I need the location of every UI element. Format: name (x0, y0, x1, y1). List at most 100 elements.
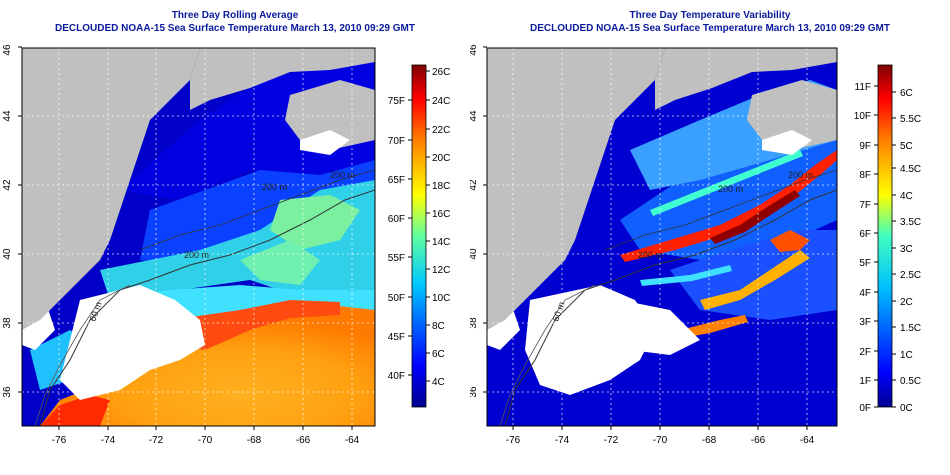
colorbar-label: 2.5C (900, 270, 921, 281)
lon-tick-label: -64 (800, 435, 815, 446)
right-lon-axis: -76 -74 -72 -70 -68 -66 -64 (506, 426, 815, 446)
colorbar-label: 16C (432, 209, 450, 220)
colorbar-label: 50F (388, 293, 405, 304)
right-lat-axis: 36 38 40 42 44 46 (470, 44, 487, 398)
colorbar-label: 6F (859, 229, 871, 240)
lon-tick-label: -70 (198, 435, 213, 446)
right-colorbar (877, 64, 893, 408)
right-contour-label: 200 m (718, 184, 743, 194)
colorbar-label: 6C (900, 88, 913, 99)
lon-tick-label: -74 (555, 435, 570, 446)
lon-tick-label: -66 (296, 435, 311, 446)
colorbar-label: 3.5C (900, 217, 921, 228)
right-map-panel: Three Day Temperature Variability DECLOU… (470, 0, 950, 475)
colorbar-label: 1.5C (900, 323, 921, 334)
left-map-svg: 200 m 200 m 200 m 60 m -76 -74 -72 -70 -… (2, 44, 450, 446)
colorbar-label: 45F (388, 332, 405, 343)
lat-tick-label: 44 (2, 110, 13, 122)
colorbar-label: 18C (432, 181, 450, 192)
colorbar-label: 2F (859, 347, 871, 358)
left-map-subtitle: DECLOUDED NOAA-15 Sea Surface Temperatur… (55, 23, 415, 34)
lat-tick-label: 40 (470, 248, 479, 260)
lon-tick-label: -76 (506, 435, 521, 446)
colorbar-label: 3F (859, 317, 871, 328)
left-colorbar-celsius: 4C 6C 8C 10C 12C 14C 16C 18C 20C 22C 24C… (426, 67, 450, 388)
lat-tick-label: 46 (470, 44, 479, 56)
colorbar-label: 24C (432, 96, 450, 107)
colorbar-label: 1C (900, 350, 913, 361)
lat-tick-label: 46 (2, 44, 13, 56)
left-contour-label: 200 m (184, 250, 209, 260)
colorbar-label: 2C (900, 297, 913, 308)
colorbar-label: 55F (388, 253, 405, 264)
colorbar-label: 7F (859, 200, 871, 211)
colorbar-label: 75F (388, 96, 405, 107)
colorbar-label: 8F (859, 170, 871, 181)
left-contour-label: 200 m (330, 170, 355, 180)
colorbar-label: 1F (859, 376, 871, 387)
colorbar-label: 4F (859, 288, 871, 299)
colorbar-label: 22C (432, 125, 450, 136)
lat-tick-label: 36 (2, 386, 13, 398)
colorbar-label: 70F (388, 136, 405, 147)
lat-tick-label: 38 (2, 317, 13, 329)
lon-tick-label: -64 (345, 435, 360, 446)
colorbar-label: 10F (854, 111, 871, 122)
lat-tick-label: 40 (2, 248, 13, 260)
colorbar-label: 5C (900, 141, 913, 152)
lat-tick-label: 44 (470, 110, 479, 122)
colorbar-label: 12C (432, 265, 450, 276)
left-map-title: Three Day Rolling Average (171, 10, 299, 21)
right-colorbar-fahrenheit: 0F 1F 2F 3F 4F 5F 6F 7F 8F 9F 10F 11F (854, 82, 878, 414)
colorbar-label: 9F (859, 141, 871, 152)
colorbar-label: 5.5C (900, 114, 921, 125)
colorbar-label: 14C (432, 237, 450, 248)
lon-tick-label: -74 (101, 435, 116, 446)
left-colorbar-fahrenheit: 40F 45F 50F 55F 60F 65F 70F 75F (388, 96, 412, 382)
lat-tick-label: 42 (470, 179, 479, 191)
right-contour-label: 200 m (638, 250, 663, 260)
colorbar-label: 6C (432, 349, 445, 360)
left-contour-label: 200 m (262, 182, 287, 192)
lat-tick-label: 42 (2, 179, 13, 191)
right-map-subtitle: DECLOUDED NOAA-15 Sea Surface Temperatur… (530, 23, 890, 34)
colorbar-label: 26C (432, 67, 450, 78)
colorbar-label: 0F (859, 403, 871, 414)
right-graticule (487, 48, 837, 426)
colorbar-label: 4.5C (900, 164, 921, 175)
colorbar-label: 60F (388, 214, 405, 225)
lon-tick-label: -68 (702, 435, 717, 446)
left-lat-axis: 36 38 40 42 44 46 (2, 44, 22, 398)
left-map-panel: Three Day Rolling Average DECLOUDED NOAA… (0, 0, 470, 475)
right-colorbar-celsius: 0C 0.5C 1C 1.5C 2C 2.5C 3C 3.5C 4C 4.5C … (892, 88, 921, 414)
left-colorbar (411, 64, 427, 408)
colorbar-label: 11F (855, 82, 872, 93)
lat-tick-label: 36 (470, 386, 479, 398)
left-graticule (22, 48, 375, 426)
lon-tick-label: -72 (604, 435, 619, 446)
right-map-canvas (487, 48, 837, 426)
left-map-canvas (22, 48, 375, 426)
colorbar-label: 4C (900, 191, 913, 202)
left-map-frame (21, 47, 376, 427)
lon-tick-label: -70 (653, 435, 668, 446)
right-map-frame (486, 47, 838, 427)
colorbar-label: 0.5C (900, 376, 921, 387)
colorbar-label: 5F (859, 258, 871, 269)
colorbar-label: 20C (432, 153, 450, 164)
colorbar-label: 40F (388, 371, 405, 382)
right-map-svg: 200 m 200 m 200 m 60 m -76 -74 -72 -70 -… (470, 44, 921, 446)
right-map-title: Three Day Temperature Variability (629, 10, 791, 21)
colorbar-label: 65F (388, 175, 405, 186)
lon-tick-label: -66 (751, 435, 766, 446)
colorbar-label: 3C (900, 244, 913, 255)
colorbar-label: 4C (432, 377, 445, 388)
lon-tick-label: -72 (149, 435, 164, 446)
lon-tick-label: -76 (52, 435, 67, 446)
colorbar-label: 0C (900, 403, 913, 414)
right-contour-label: 200 m (788, 170, 813, 180)
lat-tick-label: 38 (470, 317, 479, 329)
lon-tick-label: -68 (247, 435, 262, 446)
left-lon-axis: -76 -74 -72 -70 -68 -66 -64 (52, 426, 360, 446)
colorbar-label: 10C (432, 293, 450, 304)
